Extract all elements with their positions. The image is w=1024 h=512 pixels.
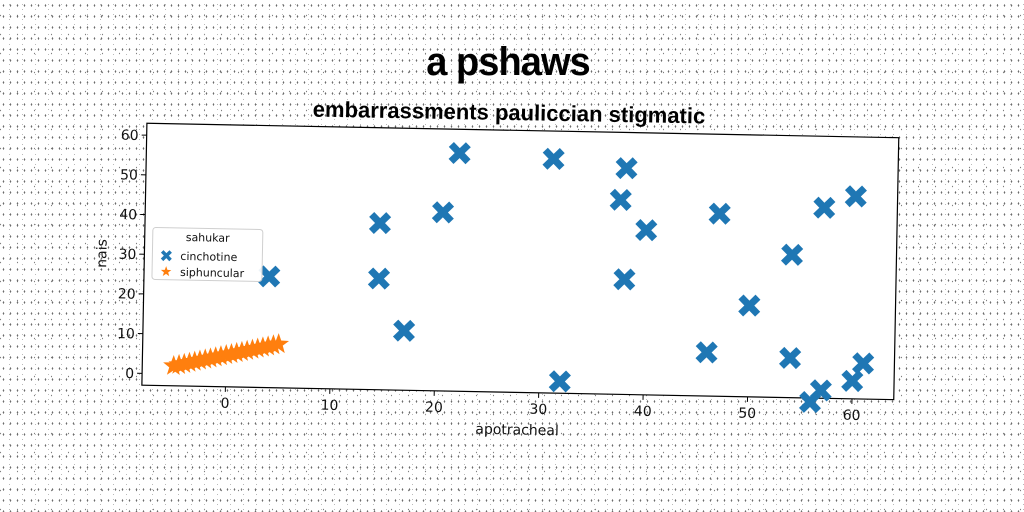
x-tick-label: 20 <box>425 400 443 416</box>
x-tick-label: 30 <box>529 402 547 418</box>
cinchotine-point <box>841 369 864 393</box>
chart-title: a pshaws <box>426 40 590 84</box>
cinchotine-point <box>844 185 867 208</box>
y-axis-label: nais <box>94 239 111 268</box>
cinchotine-point <box>548 370 571 393</box>
cinchotine-point <box>542 147 565 170</box>
cinchotine-point <box>695 341 718 364</box>
y-tick-label: 40 <box>119 207 137 223</box>
cinchotine-series <box>258 141 875 414</box>
cinchotine-point <box>635 219 658 242</box>
chart-figure: 0 10 20 30 40 50 60 0 10 20 30 40 50 60 apotracheal nai… <box>93 120 909 465</box>
cinchotine-point <box>615 157 638 180</box>
legend-marker-siphuncular <box>160 266 172 277</box>
cinchotine-point <box>613 268 636 291</box>
cinchotine-point <box>708 202 731 225</box>
cinchotine-point <box>780 243 804 266</box>
cinchotine-point <box>852 352 875 375</box>
y-tick-label: 60 <box>121 128 139 144</box>
siphuncular-series <box>163 333 290 376</box>
y-tick-label: 20 <box>118 286 136 302</box>
legend-title: sahukar <box>186 231 231 245</box>
cinchotine-point <box>609 188 632 211</box>
cinchotine-point <box>813 196 836 219</box>
cinchotine-point <box>368 211 392 235</box>
y-tick-label: 30 <box>118 247 136 263</box>
legend-label-cinchotine: cinchotine <box>180 250 237 264</box>
cinchotine-point <box>367 267 391 290</box>
x-tick-label: 60 <box>843 408 861 424</box>
cinchotine-point <box>431 201 455 224</box>
cinchotine-point <box>258 265 281 288</box>
legend-label-siphuncular: siphuncular <box>180 266 245 280</box>
scatter-chart: 0 10 20 30 40 50 60 0 10 20 30 40 50 60 apotracheal nai… <box>94 122 900 440</box>
x-tick-label: 50 <box>738 406 756 422</box>
cinchotine-point <box>738 294 761 317</box>
legend: sahukar cinchotine siphuncular <box>151 226 264 282</box>
cinchotine-point <box>798 390 822 414</box>
x-tick-label: 40 <box>634 404 652 420</box>
siphuncular-point <box>268 333 290 354</box>
y-tick-label: 10 <box>117 326 135 342</box>
x-axis-label: apotracheal <box>475 422 559 440</box>
cinchotine-point <box>448 141 471 165</box>
x-tick-label: 10 <box>320 398 338 414</box>
cinchotine-point <box>779 346 802 370</box>
y-tick-label: 50 <box>120 167 138 183</box>
x-tick-label: 0 <box>220 396 229 412</box>
y-tick-label: 0 <box>125 366 134 382</box>
legend-marker-cinchotine <box>160 250 172 262</box>
legend-box <box>151 226 264 282</box>
cinchotine-point <box>392 319 416 342</box>
